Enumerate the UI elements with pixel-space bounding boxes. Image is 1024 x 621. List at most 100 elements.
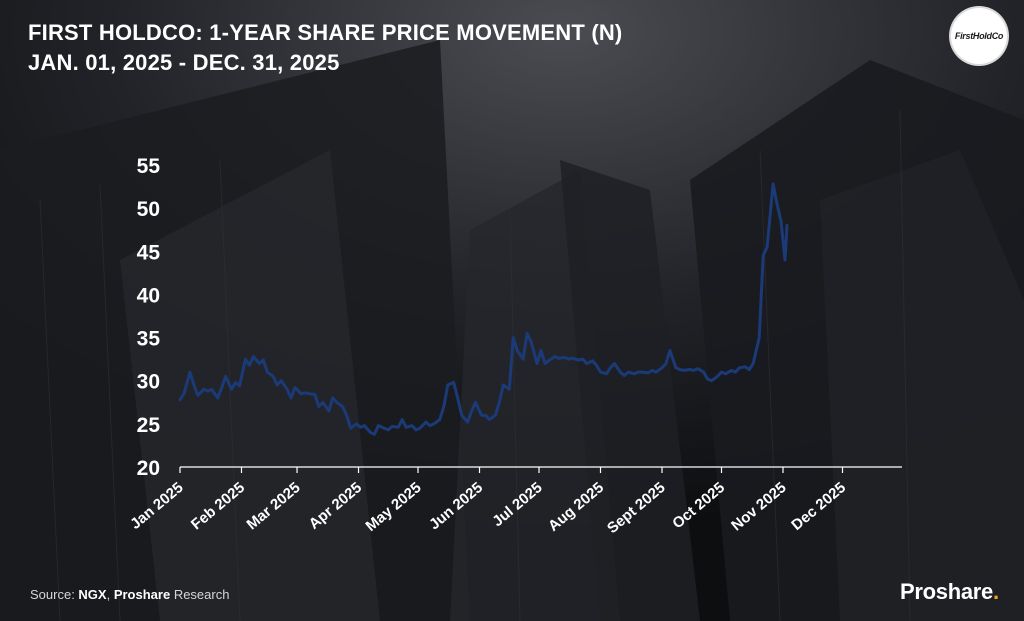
data-point (641, 370, 644, 374)
source-label: Source: (30, 587, 79, 602)
data-point (428, 424, 432, 427)
data-point (369, 431, 372, 434)
data-point (418, 427, 422, 430)
data-point (397, 426, 400, 429)
y-tick-label: 20 (137, 457, 160, 480)
data-point (244, 357, 247, 361)
data-point (775, 202, 779, 205)
data-point (317, 405, 320, 408)
data-point (383, 427, 386, 430)
data-point (224, 375, 227, 378)
data-point (293, 386, 297, 389)
data-point (327, 409, 330, 413)
data-point (289, 396, 293, 400)
source-research: Research (170, 587, 230, 602)
data-point (438, 418, 441, 421)
data-point (734, 370, 737, 374)
data-point (595, 364, 598, 367)
y-tick-label: 50 (137, 198, 160, 221)
data-point (650, 369, 654, 372)
y-tick-label: 40 (137, 284, 160, 307)
data-point (331, 396, 334, 400)
data-point (508, 388, 511, 391)
source-separator: , (106, 587, 114, 602)
brand-dot: . (992, 579, 999, 604)
source-note: Source: NGX, Proshare Research (30, 587, 229, 602)
data-point (516, 349, 519, 352)
data-point (349, 427, 352, 430)
data-point (549, 357, 553, 361)
data-point (373, 433, 376, 436)
data-point (234, 381, 237, 384)
x-tick-label: Mar 2025 (243, 479, 303, 533)
data-point (646, 371, 650, 375)
data-point (460, 414, 463, 417)
data-point (266, 370, 269, 374)
data-point (605, 372, 608, 375)
data-point (502, 383, 505, 387)
x-tick-label: Nov 2025 (728, 479, 789, 534)
data-point (359, 426, 362, 429)
data-point (262, 358, 265, 362)
data-point (571, 357, 574, 360)
data-point (280, 379, 283, 382)
data-point (498, 401, 501, 404)
data-point (230, 388, 233, 391)
data-point (557, 357, 561, 360)
data-point (377, 424, 380, 427)
data-point (543, 362, 547, 365)
data-point (206, 389, 209, 393)
data-point (674, 366, 678, 369)
source-proshare: Proshare (113, 587, 171, 602)
data-point (178, 398, 182, 401)
data-point (702, 370, 705, 374)
data-point (664, 362, 668, 365)
data-point (730, 369, 733, 372)
source-ngx: NGX (78, 587, 107, 602)
data-point (771, 182, 775, 186)
data-point (613, 362, 616, 365)
x-tick-label: Aug 2025 (545, 479, 607, 535)
data-point (783, 258, 787, 262)
chart-title: FIRST HOLDCO: 1-YEAR SHARE PRICE MOVEMEN… (28, 20, 623, 45)
y-tick-label: 35 (137, 328, 161, 351)
x-tick-label: Dec 2025 (788, 479, 849, 534)
data-point (512, 336, 515, 339)
data-point (539, 349, 543, 352)
data-point (581, 357, 584, 361)
data-point (710, 379, 713, 382)
x-tick-label: Apr 2025 (306, 479, 365, 533)
data-point (567, 357, 570, 361)
data-point (752, 362, 755, 365)
firstholdco-logo: FirstHoldCo (951, 8, 1007, 64)
data-point (456, 396, 459, 400)
data-point (216, 396, 219, 400)
data-point (363, 424, 366, 427)
brand-name: Proshare (900, 579, 993, 604)
data-point (335, 401, 338, 404)
data-point (660, 366, 664, 369)
data-point (414, 428, 418, 432)
data-point (738, 366, 741, 369)
data-point (599, 370, 602, 374)
data-point (529, 340, 533, 344)
y-tick-label: 25 (137, 414, 161, 437)
data-point (720, 370, 723, 374)
data-point (446, 383, 449, 387)
data-point (182, 392, 186, 395)
share-price-line (178, 182, 789, 436)
data-point (553, 355, 557, 358)
data-point (252, 355, 255, 358)
data-point (238, 384, 241, 388)
data-point (682, 369, 685, 372)
data-point (303, 391, 307, 394)
x-tick-label: Sept 2025 (604, 479, 669, 537)
data-point (466, 420, 469, 424)
data-point (188, 370, 192, 374)
data-point (432, 422, 436, 426)
data-point (355, 422, 358, 426)
x-tick-label: Jan 2025 (127, 479, 186, 533)
